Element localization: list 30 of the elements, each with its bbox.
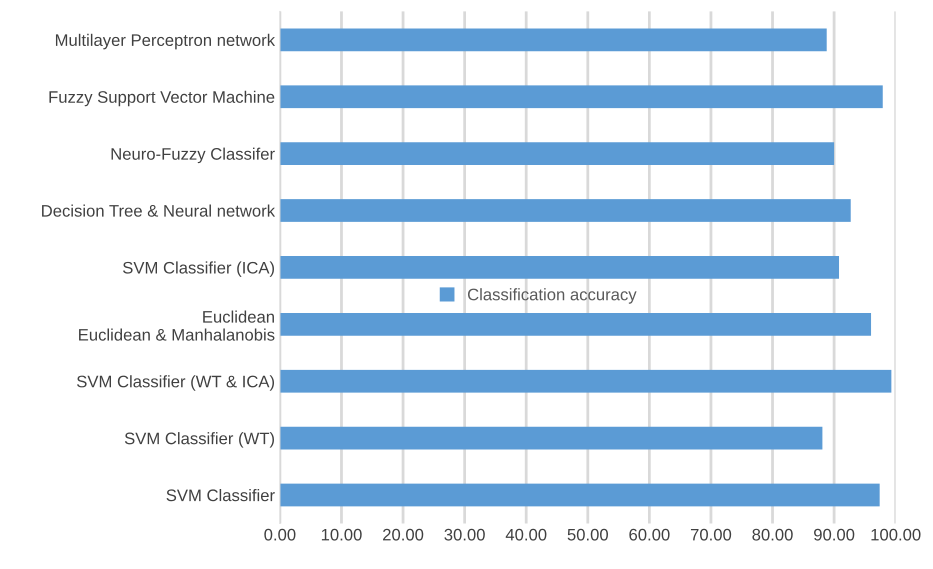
bar (280, 28, 827, 52)
x-tick-label: 20.00 (383, 528, 424, 541)
bar (280, 199, 851, 222)
y-tick-label: Euclidean Euclidean & Manhalanobis (79, 310, 274, 341)
y-tick-label: Fuzzy Support Vector Machine (49, 90, 274, 106)
bar (280, 312, 872, 336)
x-tick-label: 60.00 (629, 528, 670, 541)
x-tick-label: 100.00 (871, 528, 921, 541)
x-tick-label: 80.00 (752, 528, 793, 541)
x-tick-label: 90.00 (814, 528, 854, 541)
y-tick-label: Decision Tree & Neural network (42, 204, 276, 217)
x-tick-label: 70.00 (690, 528, 732, 541)
bar (280, 256, 840, 279)
x-tick-label: 30.00 (444, 528, 485, 541)
legend-label: Classification accuracy (468, 288, 637, 304)
x-tick-label: 50.00 (568, 528, 608, 541)
bar (280, 426, 822, 450)
x-tick-label: 0.00 (264, 528, 296, 541)
x-tick-label: 10.00 (322, 528, 362, 541)
y-tick-label: SVM Classifier (WT) (124, 432, 274, 448)
x-tick-label: 40.00 (506, 528, 546, 541)
bar (280, 484, 880, 506)
bar (280, 142, 834, 166)
y-tick-label: SVM Classifier (WT & ICA) (77, 375, 274, 391)
y-tick-label: SVM Classifier (166, 488, 275, 502)
y-tick-label: SVM Classifier (ICA) (123, 261, 274, 277)
bar (280, 370, 892, 393)
bar (280, 85, 883, 108)
y-tick-label: Neuro-Fuzzy Classifer (112, 148, 275, 164)
y-tick-label: Multilayer Perceptron network (56, 34, 276, 50)
